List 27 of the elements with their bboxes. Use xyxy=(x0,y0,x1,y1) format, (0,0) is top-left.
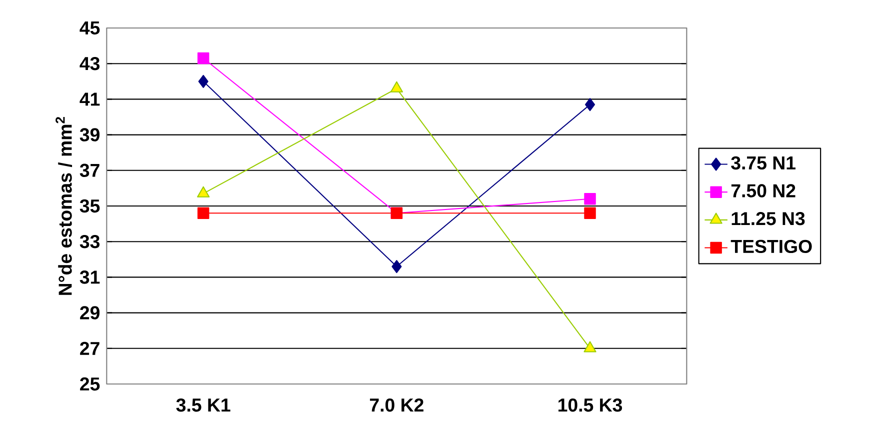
y-tick-label: 37 xyxy=(80,164,100,178)
y-tick-label: 33 xyxy=(80,234,100,248)
y-axis-title: N°de estomas / mm$^{2}$ xyxy=(56,117,72,295)
y-tick-label: 35 xyxy=(80,199,100,213)
y-tick-label: 29 xyxy=(80,306,100,320)
y-tick-label: 41 xyxy=(80,92,100,106)
legend-label: 3.75 N1 xyxy=(731,156,796,170)
y-tick-label: 45 xyxy=(80,21,100,35)
legend-label: 7.50 N2 xyxy=(731,184,796,198)
legend-label: TESTIGO xyxy=(730,240,812,254)
x-tick-label: 3.5 K1 xyxy=(176,398,230,412)
x-tick-label: 10.5 K3 xyxy=(558,398,622,412)
point xyxy=(392,260,402,274)
x-tick-label: 7.0 K2 xyxy=(370,398,424,412)
y-tick-label: 25 xyxy=(80,377,100,391)
point xyxy=(584,193,596,205)
y-tick-label: 43 xyxy=(80,56,100,70)
point xyxy=(584,207,596,219)
point xyxy=(198,74,208,88)
y-tick-label: 39 xyxy=(80,128,100,142)
y-tick-label: 27 xyxy=(80,342,100,355)
point xyxy=(197,207,210,219)
y-tick-label: 31 xyxy=(80,270,100,284)
point xyxy=(197,52,210,64)
point xyxy=(584,98,596,112)
legend-label: 11.25 N3 xyxy=(732,212,805,226)
point xyxy=(584,341,596,352)
